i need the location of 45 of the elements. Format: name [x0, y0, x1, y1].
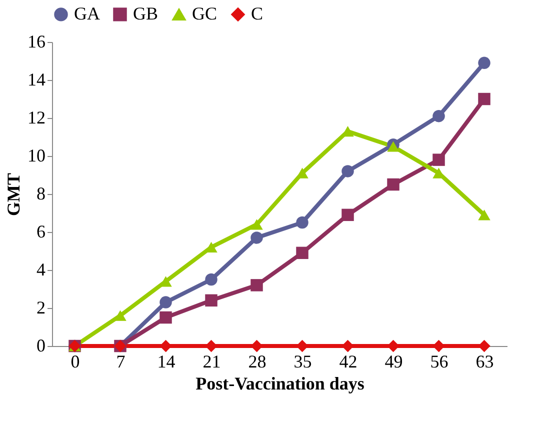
x-tick-label: 63 [476, 352, 494, 372]
point [205, 294, 218, 307]
y-tick-label: 14 [28, 70, 46, 90]
y-tick-label: 12 [28, 108, 46, 128]
point [296, 216, 308, 229]
point [387, 178, 400, 191]
y-tick-label: 2 [36, 298, 46, 318]
x-tick-label: 7 [116, 352, 126, 372]
x-tick-label: 14 [157, 352, 176, 372]
x-tick-label: 21 [202, 352, 221, 372]
x-tick-label: 35 [294, 352, 312, 372]
x-tick-label: 49 [384, 352, 403, 372]
y-tick-label: 8 [36, 184, 46, 204]
x-tick-label: 0 [70, 352, 80, 372]
y-tick-label: 0 [36, 336, 46, 356]
legend-label: GB [133, 3, 158, 24]
point [160, 311, 172, 324]
point [342, 208, 354, 222]
point [250, 219, 263, 230]
point [387, 141, 400, 152]
point [432, 154, 445, 166]
y-axis-title: GMT [4, 173, 24, 216]
point [296, 246, 308, 260]
x-tick-label: 28 [248, 352, 266, 372]
point [432, 110, 445, 122]
point [342, 165, 354, 178]
y-tick-label: 10 [28, 146, 46, 166]
point [160, 296, 172, 308]
y-tick-label: 6 [36, 222, 46, 242]
x-tick-label: 42 [339, 352, 358, 372]
point [250, 232, 263, 244]
x-axis-title: Post-Vaccination days [196, 374, 364, 394]
legend-label: GC [192, 4, 218, 24]
point [296, 168, 308, 178]
point [478, 210, 490, 220]
y-tick-label: 4 [36, 260, 46, 280]
point [250, 279, 263, 292]
point [114, 310, 126, 321]
point [205, 273, 218, 286]
legend-label: GA [74, 3, 100, 24]
x-tick-label: 56 [430, 352, 448, 372]
y-tick-label: 16 [28, 32, 46, 52]
point [478, 56, 490, 70]
point [478, 92, 490, 106]
legend-label: C [251, 3, 264, 24]
